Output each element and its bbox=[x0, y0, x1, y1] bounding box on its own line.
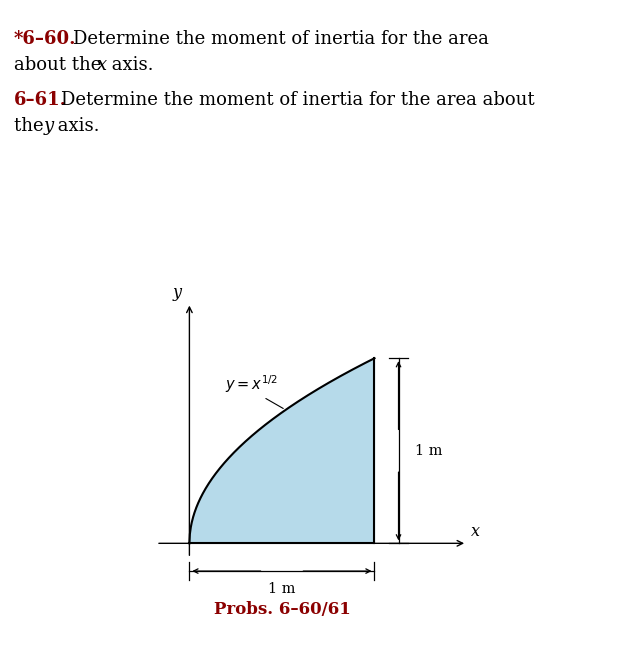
Text: 6–61.: 6–61. bbox=[14, 91, 67, 109]
Text: y: y bbox=[43, 117, 53, 135]
Polygon shape bbox=[189, 358, 375, 544]
Text: x: x bbox=[471, 523, 479, 540]
Text: about the: about the bbox=[14, 56, 107, 74]
Text: the: the bbox=[14, 117, 50, 135]
Text: 1 m: 1 m bbox=[415, 444, 443, 458]
Text: Determine the moment of inertia for the area: Determine the moment of inertia for the … bbox=[73, 30, 489, 48]
Text: Determine the moment of inertia for the area about: Determine the moment of inertia for the … bbox=[61, 91, 535, 109]
Text: Probs. 6–60/61: Probs. 6–60/61 bbox=[213, 601, 351, 618]
Text: y: y bbox=[173, 284, 182, 301]
Text: axis.: axis. bbox=[106, 56, 154, 74]
Text: $y = x^{1/2}$: $y = x^{1/2}$ bbox=[225, 373, 278, 395]
Text: axis.: axis. bbox=[52, 117, 100, 135]
Text: *6–60.: *6–60. bbox=[14, 30, 76, 48]
Text: 1 m: 1 m bbox=[268, 582, 296, 596]
Text: x: x bbox=[97, 56, 107, 74]
